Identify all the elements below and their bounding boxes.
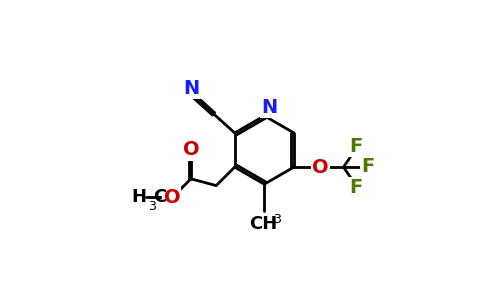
- Text: N: N: [183, 79, 199, 98]
- Text: O: O: [164, 188, 180, 207]
- Text: N: N: [261, 98, 278, 117]
- Text: H: H: [131, 188, 146, 206]
- Text: O: O: [183, 140, 200, 160]
- Text: CH: CH: [249, 215, 277, 233]
- Text: 3: 3: [148, 200, 156, 213]
- Text: C: C: [153, 188, 166, 206]
- Text: F: F: [362, 157, 375, 176]
- Text: O: O: [312, 158, 328, 177]
- Text: 3: 3: [272, 213, 281, 226]
- Text: F: F: [349, 178, 363, 197]
- Text: F: F: [349, 137, 363, 156]
